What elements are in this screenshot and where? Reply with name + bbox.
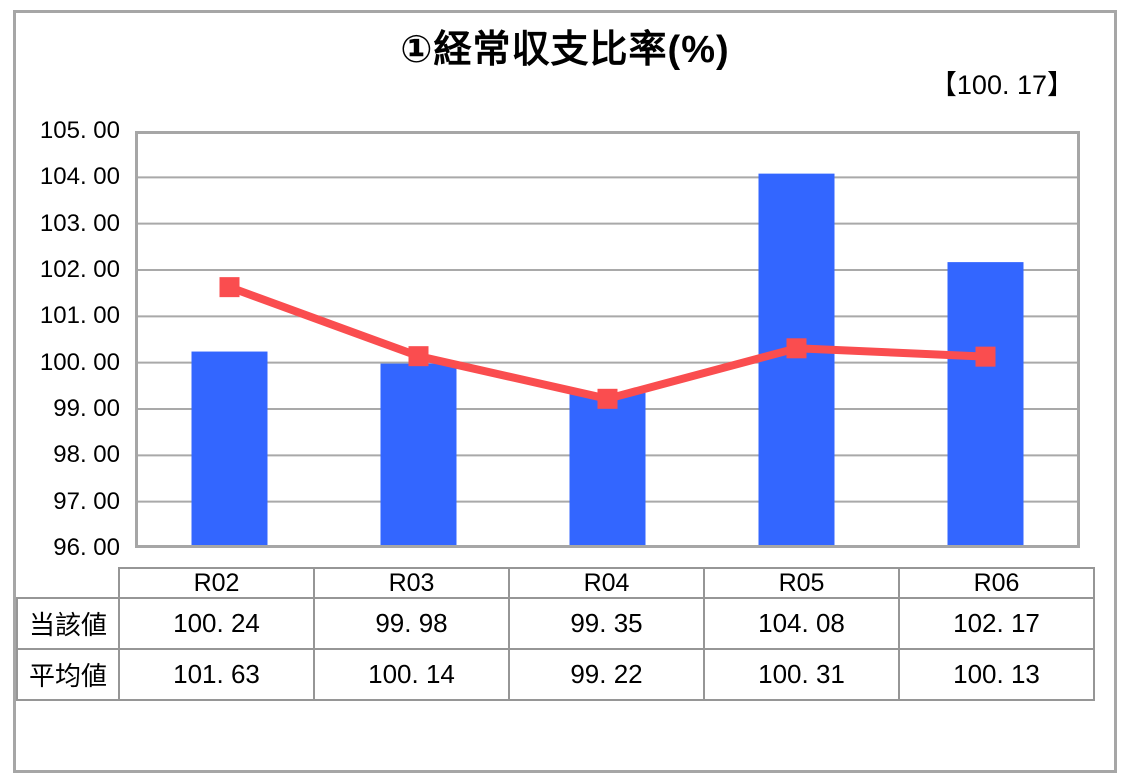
line-marker-R04 [597, 388, 618, 409]
y-tick-label: 96. 00 [53, 534, 120, 561]
line-series [228, 283, 986, 403]
y-tick-label: 98. 00 [53, 441, 120, 469]
y-tick-label: 105. 00 [39, 117, 120, 144]
y-tick-label: 100. 00 [39, 348, 120, 376]
table-value-cell: 104. 08 [703, 597, 900, 650]
table-row-label: 当該値 [16, 597, 120, 650]
table-row: 当該値 100. 24 99. 98 99. 35 104. 08 102. 17 [16, 597, 1095, 650]
table-header-cell: R05 [703, 567, 900, 599]
table-corner-cell [17, 568, 119, 598]
table-header-cell: R06 [898, 567, 1095, 599]
table-row-label: 平均値 [16, 648, 120, 701]
y-tick-label: 104. 00 [39, 163, 120, 191]
table-value-cell: 99. 22 [508, 648, 705, 701]
table-value-cell: 102. 17 [898, 597, 1095, 650]
bar-R04 [569, 392, 646, 548]
y-axis: 105. 00 104. 00 103. 00 102. 00 101. 00 100. … [16, 13, 128, 573]
bar-R05 [758, 173, 835, 548]
line-marker-R06 [975, 346, 996, 367]
line-marker-R03 [408, 346, 429, 367]
y-tick-label: 99. 00 [53, 395, 120, 422]
table-value-cell: 100. 31 [703, 648, 900, 701]
data-table: R02 R03 R04 R05 R06 当該値 100. 24 99. 98 99. 35 104… [16, 567, 1095, 701]
plot-area [135, 131, 1080, 548]
table-value-cell: 100. 14 [313, 648, 510, 701]
y-tick-label: 103. 00 [39, 209, 120, 237]
table-header-cell: R03 [313, 567, 510, 599]
chart-title: ①経常収支比率(%) [400, 29, 730, 71]
line-marker-R05 [786, 338, 807, 359]
bar-R03 [380, 363, 457, 548]
y-tick-label: 101. 00 [39, 302, 120, 330]
line-marker-R02 [219, 277, 240, 298]
table-value-cell: 101. 63 [118, 648, 315, 701]
table-header-cell: R02 [118, 567, 315, 599]
bar-R06 [947, 262, 1024, 548]
table-value-cell: 99. 98 [313, 597, 510, 650]
latest-value-annotation: 【100. 17】 [929, 70, 1074, 100]
bar-R02 [191, 351, 268, 548]
chart-frame: ①経常収支比率(%) 【100. 17】 105. 00 104. 00 103. … [13, 10, 1117, 773]
y-tick-label: 102. 00 [39, 256, 120, 283]
plot-border [135, 131, 1080, 548]
table-row: 平均値 101. 63 100. 14 99. 22 100. 31 100. 13 [16, 648, 1095, 701]
table-value-cell: 100. 24 [118, 597, 315, 650]
y-tick-label: 97. 00 [53, 487, 120, 515]
table-value-cell: 99. 35 [508, 597, 705, 650]
table-header-cell: R04 [508, 567, 705, 599]
table-value-cell: 100. 13 [898, 648, 1095, 701]
